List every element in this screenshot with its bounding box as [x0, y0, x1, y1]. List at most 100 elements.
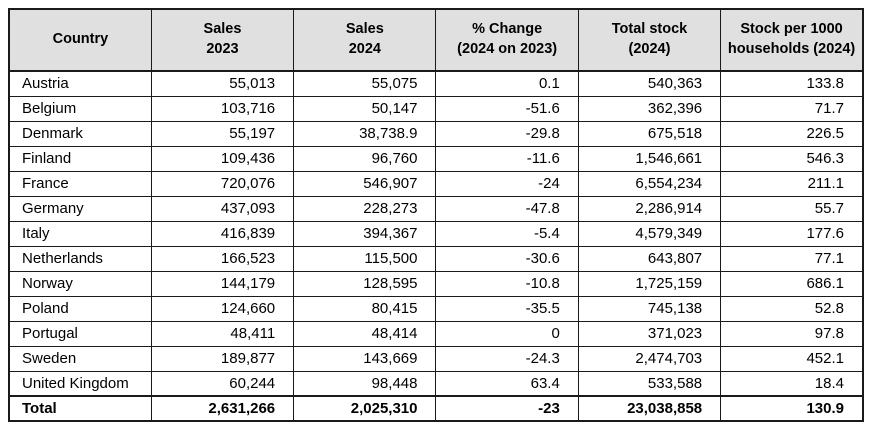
cell-country: Belgium — [8, 95, 152, 122]
cell-total-stock: 4,579,349 — [577, 220, 722, 247]
cell-pct-change: 0 — [435, 320, 579, 347]
cell-pct-change: -24 — [435, 170, 579, 197]
cell-sales-2023: 55,197 — [150, 120, 295, 147]
cell-sales-2024: 228,273 — [293, 195, 437, 222]
cell-pct-change: 63.4 — [435, 370, 579, 397]
table-row: Italy 416,839 394,367 -5.4 4,579,349 177… — [8, 220, 864, 247]
table-body: Austria 55,013 55,075 0.1 540,363 133.8 … — [8, 70, 864, 422]
cell-total-stock: 675,518 — [577, 120, 722, 147]
cell-stock-per-1000: 133.8 — [720, 70, 864, 97]
cell-country: Germany — [8, 195, 152, 222]
cell-stock-per-1000: 71.7 — [720, 95, 864, 122]
cell-total-stock: 371,023 — [577, 320, 722, 347]
table-row: Belgium 103,716 50,147 -51.6 362,396 71.… — [8, 95, 864, 122]
cell-sales-2024: 50,147 — [293, 95, 437, 122]
cell-sales-2023: 48,411 — [150, 320, 295, 347]
cell-sales-2023: 55,013 — [150, 70, 295, 97]
cell-total-stock: 1,546,661 — [577, 145, 722, 172]
cell-pct-change: -51.6 — [435, 95, 579, 122]
cell-stock-per-1000: 55.7 — [720, 195, 864, 222]
cell-pct-change: -47.8 — [435, 195, 579, 222]
cell-pct-change: -35.5 — [435, 295, 579, 322]
header-stock-per-1000: Stock per 1000 households (2024) — [720, 8, 864, 72]
cell-stock-per-1000: 686.1 — [720, 270, 864, 297]
cell-stock-per-1000: 97.8 — [720, 320, 864, 347]
cell-sales-2023: 166,523 — [150, 245, 295, 272]
cell-sales-2023: 416,839 — [150, 220, 295, 247]
country-sales-stock-table: Country Sales 2023 Sales 2024 % Change (… — [8, 8, 864, 422]
cell-sales-2023: 189,877 — [150, 345, 295, 372]
cell-sales-2023: 144,179 — [150, 270, 295, 297]
table-row: Finland 109,436 96,760 -11.6 1,546,661 5… — [8, 145, 864, 172]
cell-stock-per-1000: 52.8 — [720, 295, 864, 322]
cell-sales-2024: 38,738.9 — [293, 120, 437, 147]
cell-country: Portugal — [8, 320, 152, 347]
table-row: Denmark 55,197 38,738.9 -29.8 675,518 22… — [8, 120, 864, 147]
table-header: Country Sales 2023 Sales 2024 % Change (… — [8, 8, 864, 72]
cell-total-stock: 533,588 — [577, 370, 722, 397]
cell-country: Netherlands — [8, 245, 152, 272]
cell-stock-per-1000: 211.1 — [720, 170, 864, 197]
cell-pct-change: -5.4 — [435, 220, 579, 247]
cell-sales-2024: 96,760 — [293, 145, 437, 172]
cell-stock-per-1000: 226.5 — [720, 120, 864, 147]
cell-country: Total — [8, 395, 152, 422]
cell-sales-2023: 124,660 — [150, 295, 295, 322]
cell-total-stock: 23,038,858 — [577, 395, 722, 422]
table-row: Netherlands 166,523 115,500 -30.6 643,80… — [8, 245, 864, 272]
cell-country: Norway — [8, 270, 152, 297]
cell-sales-2024: 55,075 — [293, 70, 437, 97]
cell-country: Sweden — [8, 345, 152, 372]
cell-total-stock: 6,554,234 — [577, 170, 722, 197]
cell-country: United Kingdom — [8, 370, 152, 397]
header-total-stock: Total stock (2024) — [577, 8, 722, 72]
cell-total-stock: 1,725,159 — [577, 270, 722, 297]
header-sales-2024: Sales 2024 — [293, 8, 437, 72]
table-row: Portugal 48,411 48,414 0 371,023 97.8 — [8, 320, 864, 347]
cell-sales-2023: 437,093 — [150, 195, 295, 222]
header-country: Country — [8, 8, 152, 72]
cell-total-stock: 745,138 — [577, 295, 722, 322]
cell-sales-2023: 109,436 — [150, 145, 295, 172]
cell-stock-per-1000: 452.1 — [720, 345, 864, 372]
cell-sales-2023: 103,716 — [150, 95, 295, 122]
cell-sales-2024: 394,367 — [293, 220, 437, 247]
cell-pct-change: 0.1 — [435, 70, 579, 97]
cell-stock-per-1000: 177.6 — [720, 220, 864, 247]
cell-sales-2024: 80,415 — [293, 295, 437, 322]
cell-country: Finland — [8, 145, 152, 172]
cell-country: Austria — [8, 70, 152, 97]
cell-pct-change: -11.6 — [435, 145, 579, 172]
cell-country: Denmark — [8, 120, 152, 147]
cell-stock-per-1000: 130.9 — [720, 395, 864, 422]
cell-sales-2024: 546,907 — [293, 170, 437, 197]
header-row: Country Sales 2023 Sales 2024 % Change (… — [8, 8, 864, 72]
cell-country: Poland — [8, 295, 152, 322]
cell-total-stock: 362,396 — [577, 95, 722, 122]
cell-pct-change: -10.8 — [435, 270, 579, 297]
cell-stock-per-1000: 18.4 — [720, 370, 864, 397]
cell-sales-2024: 128,595 — [293, 270, 437, 297]
cell-sales-2023: 2,631,266 — [150, 395, 295, 422]
cell-country: France — [8, 170, 152, 197]
table-row: France 720,076 546,907 -24 6,554,234 211… — [8, 170, 864, 197]
header-sales-2023: Sales 2023 — [150, 8, 295, 72]
cell-total-stock: 643,807 — [577, 245, 722, 272]
cell-total-stock: 2,474,703 — [577, 345, 722, 372]
cell-sales-2024: 48,414 — [293, 320, 437, 347]
table-row: Poland 124,660 80,415 -35.5 745,138 52.8 — [8, 295, 864, 322]
cell-sales-2024: 98,448 — [293, 370, 437, 397]
cell-sales-2024: 115,500 — [293, 245, 437, 272]
cell-sales-2024: 143,669 — [293, 345, 437, 372]
cell-stock-per-1000: 546.3 — [720, 145, 864, 172]
table-row: United Kingdom 60,244 98,448 63.4 533,58… — [8, 370, 864, 397]
header-pct-change: % Change (2024 on 2023) — [435, 8, 579, 72]
cell-pct-change: -29.8 — [435, 120, 579, 147]
table-row: Total 2,631,266 2,025,310 -23 23,038,858… — [8, 395, 864, 422]
table-row: Sweden 189,877 143,669 -24.3 2,474,703 4… — [8, 345, 864, 372]
cell-total-stock: 2,286,914 — [577, 195, 722, 222]
cell-pct-change: -23 — [435, 395, 579, 422]
table-row: Norway 144,179 128,595 -10.8 1,725,159 6… — [8, 270, 864, 297]
table-row: Austria 55,013 55,075 0.1 540,363 133.8 — [8, 70, 864, 97]
